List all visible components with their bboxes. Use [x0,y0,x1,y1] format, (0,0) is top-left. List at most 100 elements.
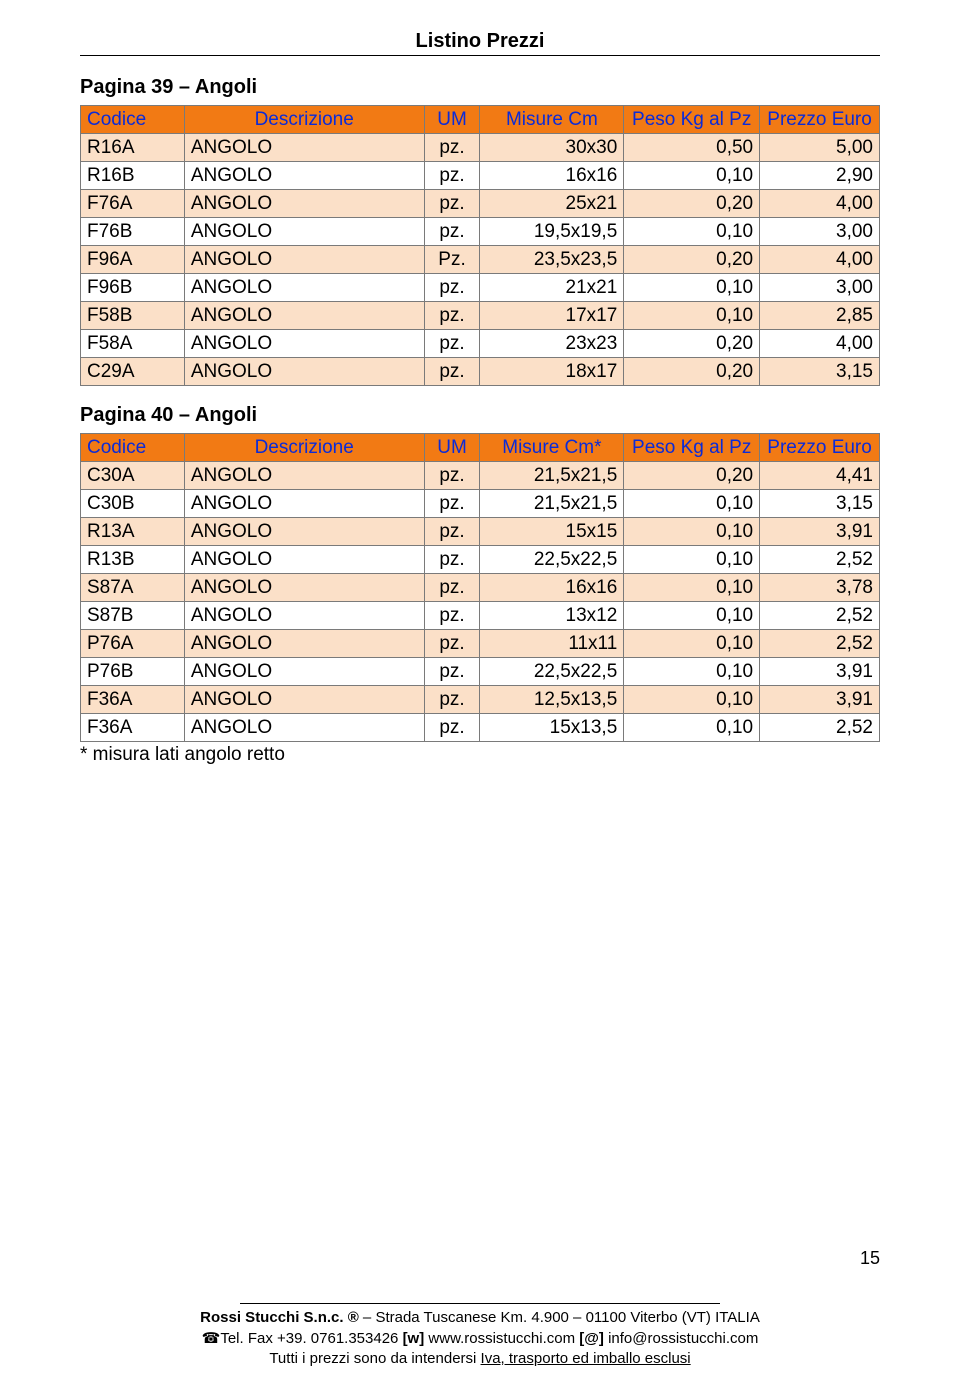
table-header-cell: Descrizione [184,434,424,462]
table-cell: 0,10 [624,630,760,658]
table-header-cell: UM [424,434,480,462]
table-cell: 2,52 [760,630,880,658]
table-cell: 23x23 [480,330,624,358]
document-title: Listino Prezzi [80,30,880,53]
table-cell: C30B [81,490,185,518]
table-header-cell: Descrizione [184,106,424,134]
table-cell: 3,00 [760,218,880,246]
table-cell: 22,5x22,5 [480,658,624,686]
footer-notice-b: Iva, trasporto ed imballo esclusi [481,1350,691,1367]
footer-web: www.rossistucchi.com [424,1330,579,1347]
table-cell: 18x17 [480,358,624,386]
table-cell: pz. [424,518,480,546]
table-cell: 11x11 [480,630,624,658]
table-cell: ANGOLO [184,218,424,246]
table-cell: pz. [424,134,480,162]
table-cell: 4,00 [760,246,880,274]
table-cell: 0,10 [624,658,760,686]
table-row: R13AANGOLOpz.15x150,103,91 [81,518,880,546]
table-cell: 4,00 [760,190,880,218]
table-cell: 3,91 [760,686,880,714]
table-footnote: * misura lati angolo retto [80,744,880,766]
table-cell: ANGOLO [184,658,424,686]
table-cell: pz. [424,574,480,602]
table-cell: 0,20 [624,190,760,218]
table-cell: C29A [81,358,185,386]
table-row: R16BANGOLOpz.16x160,102,90 [81,162,880,190]
table-cell: 21,5x21,5 [480,490,624,518]
footer-email: info@rossistucchi.com [604,1330,758,1347]
table-header-cell: Misure Cm* [480,434,624,462]
table-row: F36AANGOLOpz.12,5x13,50,103,91 [81,686,880,714]
table-cell: 0,20 [624,330,760,358]
table-cell: ANGOLO [184,686,424,714]
table-cell: ANGOLO [184,574,424,602]
footer: Rossi Stucchi S.n.c. ® – Strada Tuscanes… [0,1303,960,1369]
table-cell: 5,00 [760,134,880,162]
table-cell: 0,20 [624,358,760,386]
table-cell: 2,52 [760,714,880,742]
table-cell: pz. [424,302,480,330]
table-cell: pz. [424,218,480,246]
table-cell: pz. [424,462,480,490]
footer-at-tag: [@] [579,1330,604,1347]
table-cell: pz. [424,490,480,518]
sections-container: Pagina 39 – AngoliCodiceDescrizioneUMMis… [80,76,880,766]
table-cell: 0,10 [624,274,760,302]
table-row: S87AANGOLOpz.16x160,103,78 [81,574,880,602]
table-cell: 3,15 [760,358,880,386]
table-cell: ANGOLO [184,518,424,546]
table-cell: pz. [424,162,480,190]
table-cell: 30x30 [480,134,624,162]
table-cell: 2,85 [760,302,880,330]
table-cell: 3,00 [760,274,880,302]
table-cell: F76B [81,218,185,246]
title-underline [80,55,880,56]
table-cell: 12,5x13,5 [480,686,624,714]
table-cell: 4,00 [760,330,880,358]
table-cell: F96B [81,274,185,302]
table-cell: pz. [424,630,480,658]
table-cell: 19,5x19,5 [480,218,624,246]
table-cell: ANGOLO [184,546,424,574]
table-cell: 2,52 [760,602,880,630]
footer-line-1: Rossi Stucchi S.n.c. ® – Strada Tuscanes… [0,1308,960,1328]
footer-company-name: Rossi Stucchi S.n.c. ® [200,1309,359,1326]
section-title: Pagina 39 – Angoli [80,76,880,99]
table-cell: Pz. [424,246,480,274]
table-cell: S87A [81,574,185,602]
table-cell: 0,10 [624,546,760,574]
table-cell: 15x13,5 [480,714,624,742]
table-cell: 3,91 [760,518,880,546]
table-row: R16AANGOLOpz.30x300,505,00 [81,134,880,162]
footer-divider [240,1303,720,1304]
table-cell: 15x15 [480,518,624,546]
page: Listino Prezzi Pagina 39 – AngoliCodiceD… [0,0,960,1389]
table-row: C29AANGOLOpz.18x170,203,15 [81,358,880,386]
table-row: P76BANGOLOpz.22,5x22,50,103,91 [81,658,880,686]
table-cell: pz. [424,658,480,686]
table-row: F58AANGOLOpz.23x230,204,00 [81,330,880,358]
table-header-cell: UM [424,106,480,134]
table-row: F58BANGOLOpz.17x170,102,85 [81,302,880,330]
footer-company-rest: – Strada Tuscanese Km. 4.900 – 01100 Vit… [359,1309,760,1326]
table-cell: 21x21 [480,274,624,302]
table-cell: ANGOLO [184,190,424,218]
table-cell: ANGOLO [184,490,424,518]
table-cell: ANGOLO [184,630,424,658]
table-row: C30AANGOLOpz.21,5x21,50,204,41 [81,462,880,490]
table-cell: 23,5x23,5 [480,246,624,274]
table-cell: ANGOLO [184,602,424,630]
table-cell: R16B [81,162,185,190]
table-cell: 0,10 [624,574,760,602]
table-cell: 3,78 [760,574,880,602]
table-cell: ANGOLO [184,358,424,386]
footer-w-tag: [w] [403,1330,425,1347]
table-header-cell: Peso Kg al Pz [624,434,760,462]
table-header-cell: Prezzo Euro [760,434,880,462]
table-header-cell: Prezzo Euro [760,106,880,134]
table-cell: R13B [81,546,185,574]
table-row: F96AANGOLOPz.23,5x23,50,204,00 [81,246,880,274]
table-cell: ANGOLO [184,162,424,190]
table-cell: pz. [424,274,480,302]
